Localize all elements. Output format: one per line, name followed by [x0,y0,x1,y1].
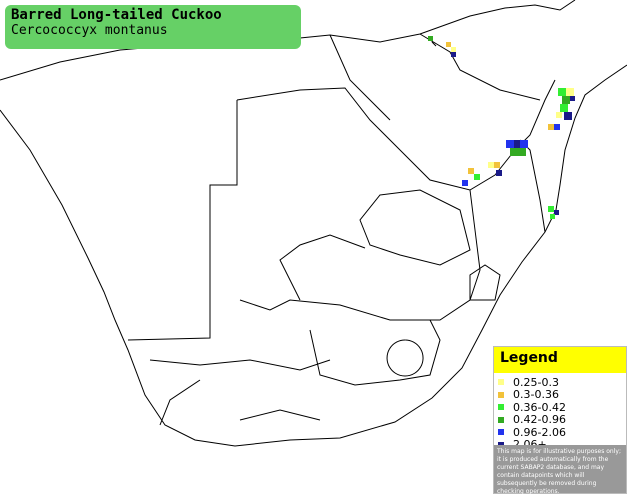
record-cell [518,148,526,156]
record-cell [446,42,451,47]
legend-swatch [498,391,504,398]
map-title: Barred Long-tailed Cuckoo [11,7,222,23]
record-cell [462,180,468,186]
legend-label: 0.42-0.96 [513,413,566,427]
record-cell [510,148,518,156]
record-cell [550,214,555,219]
legend-items: 0.25-0.3 0.3-0.36 0.36-0.42 0.42-0.96 0.96-2… [494,373,626,451]
disclaimer: This map is for illustrative purposes on… [494,445,626,494]
record-cell [566,88,574,96]
record-cell [554,210,559,215]
record-cell [558,88,566,96]
record-cell [548,206,554,212]
border [127,33,556,426]
legend: Legend 0.25-0.3 0.3-0.36 0.36-0.42 0.42-0.9… [493,346,627,494]
legend-label: 0.96-2.06 [513,425,566,439]
legend-item: 0.96-2.06 [496,426,626,439]
record-cell [562,96,570,104]
record-cell [554,124,560,130]
legend-swatch [498,404,504,411]
legend-title: Legend [494,347,626,373]
record-cell [564,112,572,120]
legend-swatch [498,441,504,448]
legend-swatch [498,429,504,436]
record-cell [451,52,456,57]
record-cell [506,140,514,148]
legend-swatch [498,379,504,386]
record-cell [494,162,500,168]
map-subtitle: Cercococcyx montanus [11,23,168,38]
legend-swatch [498,416,504,423]
legend-item: 0.42-0.96 [496,413,626,427]
record-cell [548,124,554,130]
records [428,36,575,219]
legend-item: 0.3-0.36 [496,388,626,402]
record-cell [468,168,474,174]
title-box: Barred Long-tailed Cuckoo Cercococcyx mo… [5,5,301,49]
record-cell [488,162,494,168]
legend-label: 0.25-0.3 [513,375,559,389]
lake [431,41,437,47]
legend-label: 0.3-0.36 [513,388,559,402]
record-cell [560,104,568,112]
record-cell [520,140,528,148]
record-cell [514,140,522,148]
record-cell [451,47,456,52]
record-cell [570,96,575,101]
legend-item: 0.25-0.3 [496,376,626,389]
record-cell [428,36,433,41]
record-cell [496,170,502,176]
legend-label: 0.36-0.42 [513,400,566,414]
legend-item: 0.36-0.42 [496,401,626,414]
record-cell [556,112,562,118]
record-cell [474,174,480,180]
